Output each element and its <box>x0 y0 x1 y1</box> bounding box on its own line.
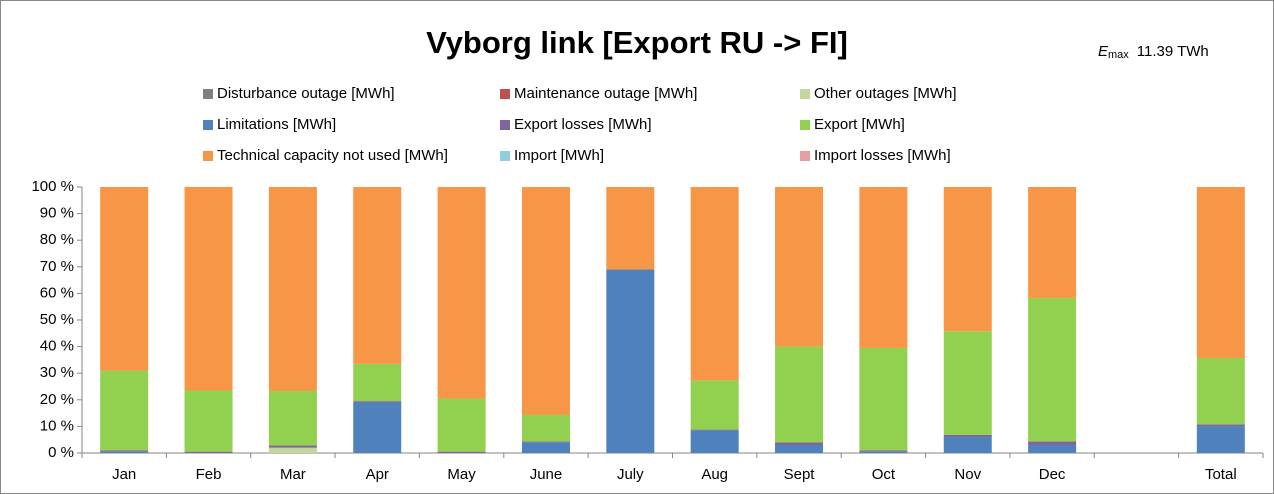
y-tick-label: 70 % <box>40 258 74 275</box>
y-tick-label: 90 % <box>40 205 74 222</box>
legend-swatch <box>500 89 510 99</box>
y-tick-label: 10 % <box>40 417 74 434</box>
bar-segment <box>690 430 739 453</box>
bar-segment <box>1196 358 1245 425</box>
bar-segment <box>353 187 402 364</box>
legend-label: Export losses [MWh] <box>514 116 652 133</box>
x-tick-label: Feb <box>196 466 222 483</box>
bar-segment <box>859 451 908 453</box>
bar-segment <box>353 401 402 403</box>
y-tick-label: 30 % <box>40 364 74 381</box>
annotation-text: 11.39 TWh <box>1137 43 1209 60</box>
chart-title: Vyborg link [Export RU -> FI] <box>426 25 848 60</box>
bar-segment <box>943 437 992 453</box>
bar-segment <box>1028 445 1077 453</box>
legend-swatch <box>203 151 213 161</box>
bar-segment <box>521 414 570 442</box>
bar-segment <box>268 187 317 392</box>
bar-segment <box>1196 426 1245 453</box>
bar-segment <box>100 370 149 451</box>
legend-label: Import [MWh] <box>514 147 604 164</box>
legend-label: Export [MWh] <box>814 116 905 133</box>
x-tick-label: Apr <box>366 466 389 483</box>
bar-segment <box>859 187 908 348</box>
legend-label: Maintenance outage [MWh] <box>514 85 697 102</box>
legend-swatch <box>800 151 810 161</box>
x-tick-label: Total <box>1205 466 1237 483</box>
legend-swatch <box>800 89 810 99</box>
bar-segment <box>1196 424 1245 427</box>
x-tick-label: June <box>530 466 563 483</box>
bar-segment <box>775 346 824 443</box>
legend-label: Technical capacity not used [MWh] <box>217 147 448 164</box>
bar-segment <box>100 451 149 453</box>
bar-segment <box>1028 441 1077 446</box>
bar-segment <box>943 331 992 435</box>
legend-swatch <box>500 151 510 161</box>
bar-segment <box>606 187 655 270</box>
y-tick-label: 100 % <box>31 178 74 195</box>
bar-segment <box>437 451 486 453</box>
bar-segment <box>437 187 486 399</box>
bar-segment <box>1196 187 1245 359</box>
x-tick-label: Jan <box>112 466 136 483</box>
bar-segment <box>268 447 317 453</box>
bar-segment <box>353 363 402 402</box>
y-tick-label: 20 % <box>40 391 74 408</box>
bar-segment <box>268 445 317 448</box>
bar-segment <box>859 347 908 451</box>
bar-segment <box>100 187 149 371</box>
bar-segment <box>943 434 992 438</box>
x-tick-label: Dec <box>1039 466 1066 483</box>
bar-segment <box>353 402 402 453</box>
bar-segment <box>775 187 824 347</box>
bar-segment <box>690 187 739 381</box>
legend-swatch <box>500 120 510 130</box>
bar-segment <box>775 442 824 446</box>
x-tick-label: Nov <box>954 466 981 483</box>
legend-swatch <box>203 89 213 99</box>
bar-segment <box>521 187 570 415</box>
bar-segment <box>775 445 824 453</box>
bar-segment <box>690 429 739 431</box>
bar-segment <box>1028 187 1077 298</box>
legend-swatch <box>203 120 213 130</box>
annotation: Emax 11.39 TWh <box>1098 43 1209 61</box>
bar-segment <box>943 187 992 332</box>
bar-segment <box>690 380 739 430</box>
x-tick-label: May <box>447 466 476 483</box>
legend-label: Import losses [MWh] <box>814 147 951 164</box>
x-tick-label: Aug <box>701 466 728 483</box>
x-tick-label: July <box>617 466 644 483</box>
bar-segment <box>268 391 317 446</box>
x-tick-label: Sept <box>784 466 816 483</box>
bar-segment <box>1028 297 1077 442</box>
annotation-subscript: max <box>1108 49 1129 61</box>
annotation-symbol: E <box>1098 43 1109 60</box>
bar-segment <box>184 390 233 452</box>
bar-segment <box>521 441 570 443</box>
bar-segment <box>859 450 908 452</box>
y-tick-label: 0 % <box>48 444 74 461</box>
bar-segment <box>437 398 486 452</box>
y-tick-label: 60 % <box>40 284 74 301</box>
y-tick-label: 50 % <box>40 311 74 328</box>
legend-label: Limitations [MWh] <box>217 116 336 133</box>
x-tick-label: Oct <box>872 466 896 483</box>
x-tick-label: Mar <box>280 466 306 483</box>
bar-segment <box>100 450 149 452</box>
bar-segment <box>184 187 233 391</box>
bar-segment <box>521 442 570 453</box>
legend-label: Disturbance outage [MWh] <box>217 85 395 102</box>
legend-swatch <box>800 120 810 130</box>
y-tick-label: 40 % <box>40 338 74 355</box>
y-tick-label: 80 % <box>40 231 74 248</box>
legend-label: Other outages [MWh] <box>814 85 957 102</box>
bar-segment <box>606 269 655 453</box>
bar-segment <box>184 451 233 453</box>
